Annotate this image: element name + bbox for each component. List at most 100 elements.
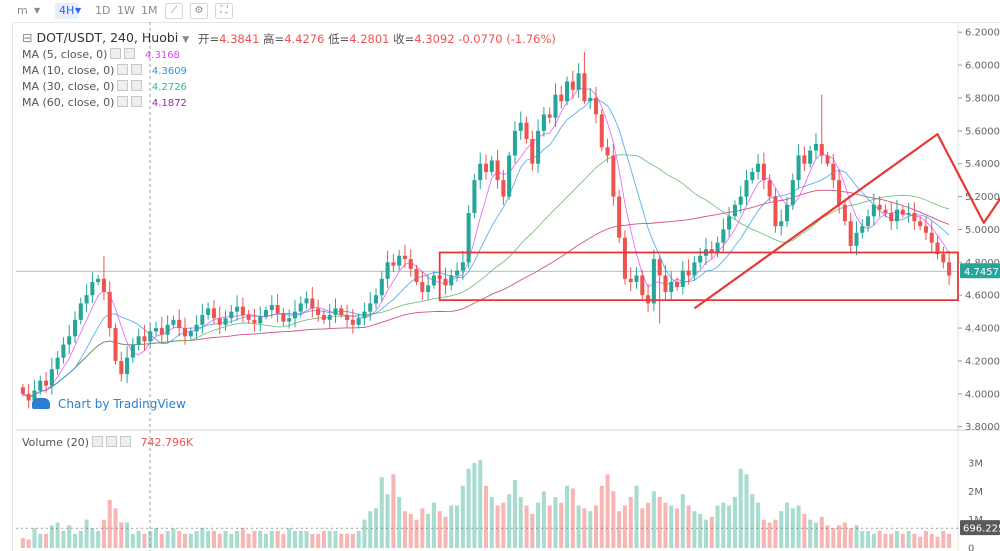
volume-bar [478,460,483,548]
candle-body [84,295,89,304]
volume-bar [130,533,135,548]
candle-body [188,331,193,337]
candle-body [235,306,240,312]
ma-value: 4.1872 [151,98,187,109]
settings-icon[interactable] [117,96,129,107]
candle-body [165,324,170,335]
volume-bar [854,525,859,548]
gear-icon[interactable]: ⚙ [190,3,208,19]
candle-body [779,221,784,227]
candle-body [582,73,587,102]
candle-body [292,311,297,319]
candle-body [784,204,790,222]
dropdown-icon[interactable]: ▼ [182,35,190,45]
close-icon[interactable] [120,436,131,447]
candle-body [808,150,813,164]
volume-bar [553,497,558,548]
ma5-line [22,87,950,398]
candle-body [298,303,303,312]
candle-body [373,295,379,304]
volume-bar [651,491,656,548]
candle-body [258,316,263,324]
ma-label: MA (10, close, 0) [22,64,115,77]
volume-bar [327,531,332,548]
settings-icon[interactable] [117,80,129,91]
candle-body [651,259,656,304]
chart-type-icon[interactable]: ⟋ [165,3,183,19]
collapse-icon[interactable]: ⊟ [22,30,33,45]
volume-bar [831,528,836,548]
close-icon[interactable] [124,48,136,59]
interval-minutes[interactable]: m [17,4,28,17]
volume-bar [657,497,662,548]
volume-bar [206,531,211,548]
volume-bar [912,533,917,548]
candle-body [796,155,801,181]
candle-body [547,114,552,118]
volume-bar [906,531,911,548]
volume-bar [750,494,755,548]
candle-body [663,275,668,292]
candle-body [593,97,599,115]
volume-bar [154,528,159,548]
ma30-line [22,154,950,398]
volume-bar [437,511,442,548]
ma60-line [22,189,950,398]
interval-4h[interactable]: 4H [55,3,79,19]
candle-body [229,311,234,319]
candle-body [443,278,448,286]
volume-bar [599,485,604,548]
candle-body [657,259,662,276]
fullscreen-icon[interactable]: ⛶ [215,3,233,19]
interval-1w[interactable]: 1W [117,4,135,17]
volume-bar [628,497,633,548]
chevron-down-icon[interactable]: ▼ [34,6,41,15]
volume-bar [298,531,303,548]
tradingview-brand[interactable]: Chart by TradingView [32,397,186,411]
volume-bar [565,485,570,548]
candle-body [472,180,477,214]
candle-body [113,328,118,361]
chevron-down-icon[interactable]: ▼ [75,6,82,15]
price-tick-label: 4.6000 [965,291,1000,302]
volume-bar [55,522,60,548]
candle-body [790,180,795,205]
volume-bar [339,533,344,548]
candle-body [159,328,164,335]
volume-bar [808,519,813,548]
close-icon[interactable] [131,80,143,91]
low-value: 4.2801 [349,32,390,46]
volume-bar [32,528,37,548]
volume-bar [576,505,581,548]
settings-icon[interactable] [110,48,122,59]
price-tick-label: 4.2000 [965,356,1000,367]
close-icon[interactable] [131,96,143,107]
ma-legend-60: MA (60, close, 0) 4.1872 [22,96,187,109]
candle-body [460,262,465,271]
volume-bar [391,474,396,548]
candle-body [78,303,83,320]
candle-body [240,306,245,315]
volume-bar [229,533,234,548]
interval-1m[interactable]: 1M [141,4,158,17]
volume-bar [588,511,593,548]
volume-bar [44,533,49,548]
close-icon[interactable] [131,64,143,75]
settings-icon[interactable] [117,64,129,75]
volume-bar [466,468,471,548]
settings-icon[interactable] [106,436,117,447]
volume-bar [709,516,714,548]
volume-bar [472,463,477,548]
volume-bar [362,519,367,548]
candle-body [559,94,564,102]
visibility-icon[interactable] [92,436,103,447]
candle-body [877,204,882,210]
candle-body [379,278,384,296]
candle-body [119,360,124,375]
ma-value: 4.3168 [144,50,180,61]
candle-body [599,114,604,148]
interval-1d[interactable]: 1D [95,4,111,17]
candle-body [96,278,101,283]
candle-body [894,209,900,222]
